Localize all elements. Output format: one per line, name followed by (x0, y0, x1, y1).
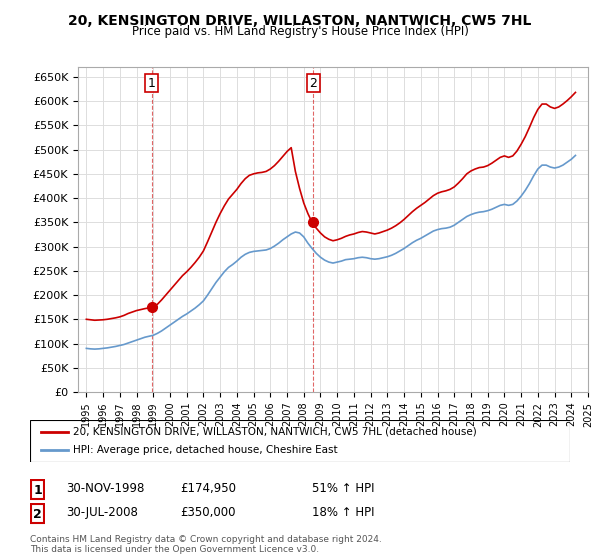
Text: 2: 2 (310, 77, 317, 90)
Bar (31, 504, 44, 523)
Text: £174,950: £174,950 (180, 482, 236, 496)
Text: Contains HM Land Registry data © Crown copyright and database right 2024.
This d: Contains HM Land Registry data © Crown c… (30, 535, 382, 554)
Text: HPI: Average price, detached house, Cheshire East: HPI: Average price, detached house, Ches… (73, 445, 338, 455)
Text: 1: 1 (148, 77, 156, 90)
Text: 51% ↑ HPI: 51% ↑ HPI (312, 482, 374, 496)
Text: 20, KENSINGTON DRIVE, WILLASTON, NANTWICH, CW5 7HL (detached house): 20, KENSINGTON DRIVE, WILLASTON, NANTWIC… (73, 427, 477, 437)
Text: Price paid vs. HM Land Registry's House Price Index (HPI): Price paid vs. HM Land Registry's House … (131, 25, 469, 38)
Bar (31, 480, 44, 499)
Text: £350,000: £350,000 (180, 506, 235, 520)
Text: 2: 2 (33, 507, 42, 521)
Text: 30-JUL-2008: 30-JUL-2008 (66, 506, 138, 520)
Text: 18% ↑ HPI: 18% ↑ HPI (312, 506, 374, 520)
Text: 20, KENSINGTON DRIVE, WILLASTON, NANTWICH, CW5 7HL: 20, KENSINGTON DRIVE, WILLASTON, NANTWIC… (68, 14, 532, 28)
Text: 30-NOV-1998: 30-NOV-1998 (66, 482, 145, 496)
Text: 1: 1 (33, 483, 42, 497)
